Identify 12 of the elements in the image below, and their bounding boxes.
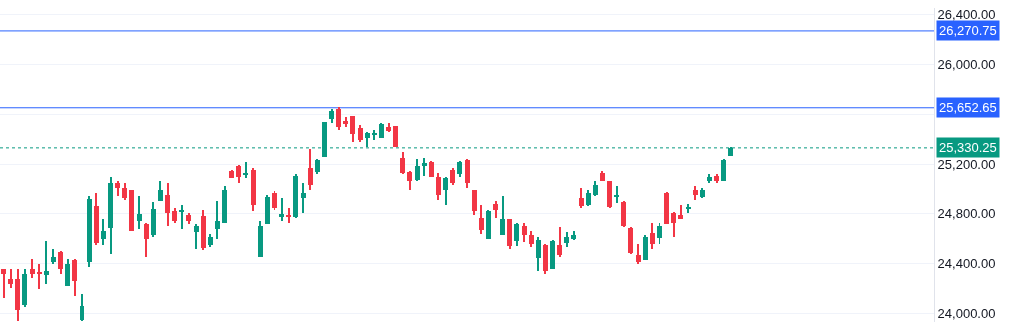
y-tick-label: 24,400.00 [937, 256, 996, 272]
ref-line-label: 25,652.65 [939, 100, 997, 115]
candlestick [37, 264, 42, 289]
ref-line-label: 26,270.75 [939, 23, 997, 38]
y-tick-label: 25,200.00 [937, 156, 996, 172]
y-tick-label: 26,000.00 [937, 57, 996, 73]
y-tick-label: 24,000.00 [937, 305, 996, 321]
y-tick-label: 24,800.00 [937, 206, 996, 222]
candlestick [44, 241, 49, 284]
y-tick-label: 26,400.00 [937, 7, 996, 23]
candlestick [179, 205, 184, 229]
ref-line-label: 25,330.25 [939, 140, 997, 155]
